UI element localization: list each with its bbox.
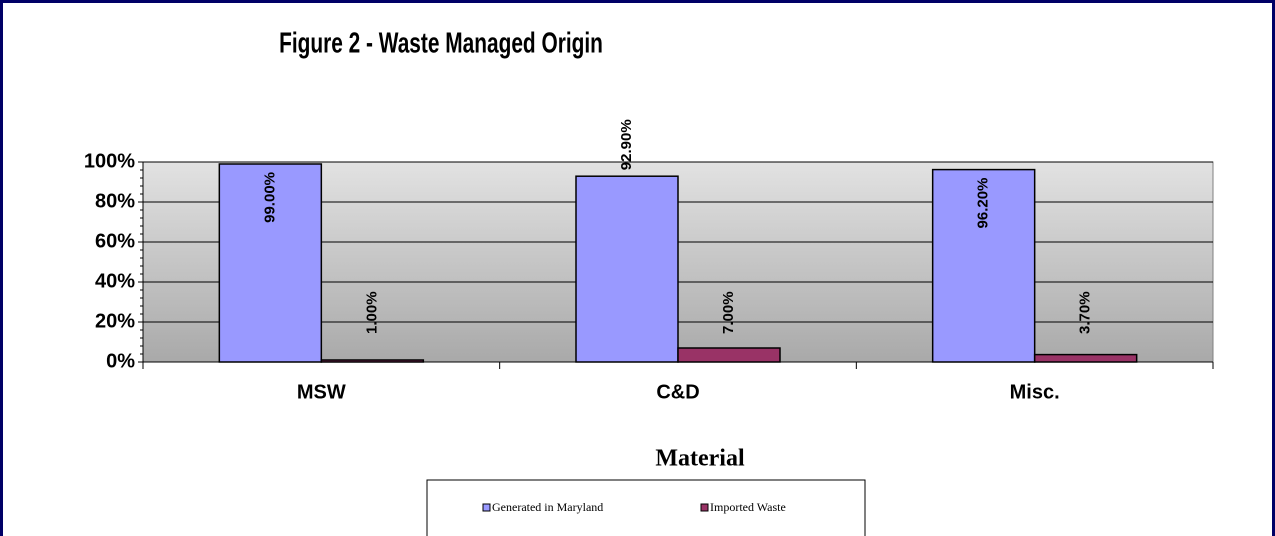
y-tick-label: 60%	[95, 230, 135, 252]
y-tick-label: 20%	[95, 310, 135, 332]
data-label: 99.00%	[261, 172, 278, 223]
legend-swatch	[482, 503, 491, 512]
y-tick-label: 0%	[106, 350, 135, 372]
y-tick-label: 80%	[95, 190, 135, 212]
bar	[218, 163, 323, 363]
x-tick-label: MSW	[297, 381, 346, 403]
x-axis-title: Material	[655, 446, 745, 472]
data-label: 7.00%	[720, 291, 737, 334]
x-tick-label: Misc.	[1010, 381, 1060, 403]
data-label: 1.00%	[363, 291, 380, 334]
x-tick-label: C&D	[656, 381, 699, 403]
legend-label: Generated in Maryland	[492, 500, 603, 514]
data-label: 96.20%	[975, 178, 992, 229]
y-tick-label: 100%	[84, 150, 135, 172]
bar	[931, 168, 1036, 363]
bar	[677, 347, 781, 363]
data-label: 92.90%	[618, 119, 635, 170]
bar	[1033, 353, 1138, 363]
y-tick-label: 40%	[95, 270, 135, 292]
legend-label: Imported Waste	[710, 500, 786, 514]
data-label: 3.70%	[1077, 291, 1094, 334]
legend	[426, 479, 866, 536]
bar	[320, 359, 425, 363]
legend-swatch	[700, 503, 709, 512]
bar	[575, 175, 679, 363]
chart-title: Figure 2 - Waste Managed Origin	[279, 27, 603, 59]
